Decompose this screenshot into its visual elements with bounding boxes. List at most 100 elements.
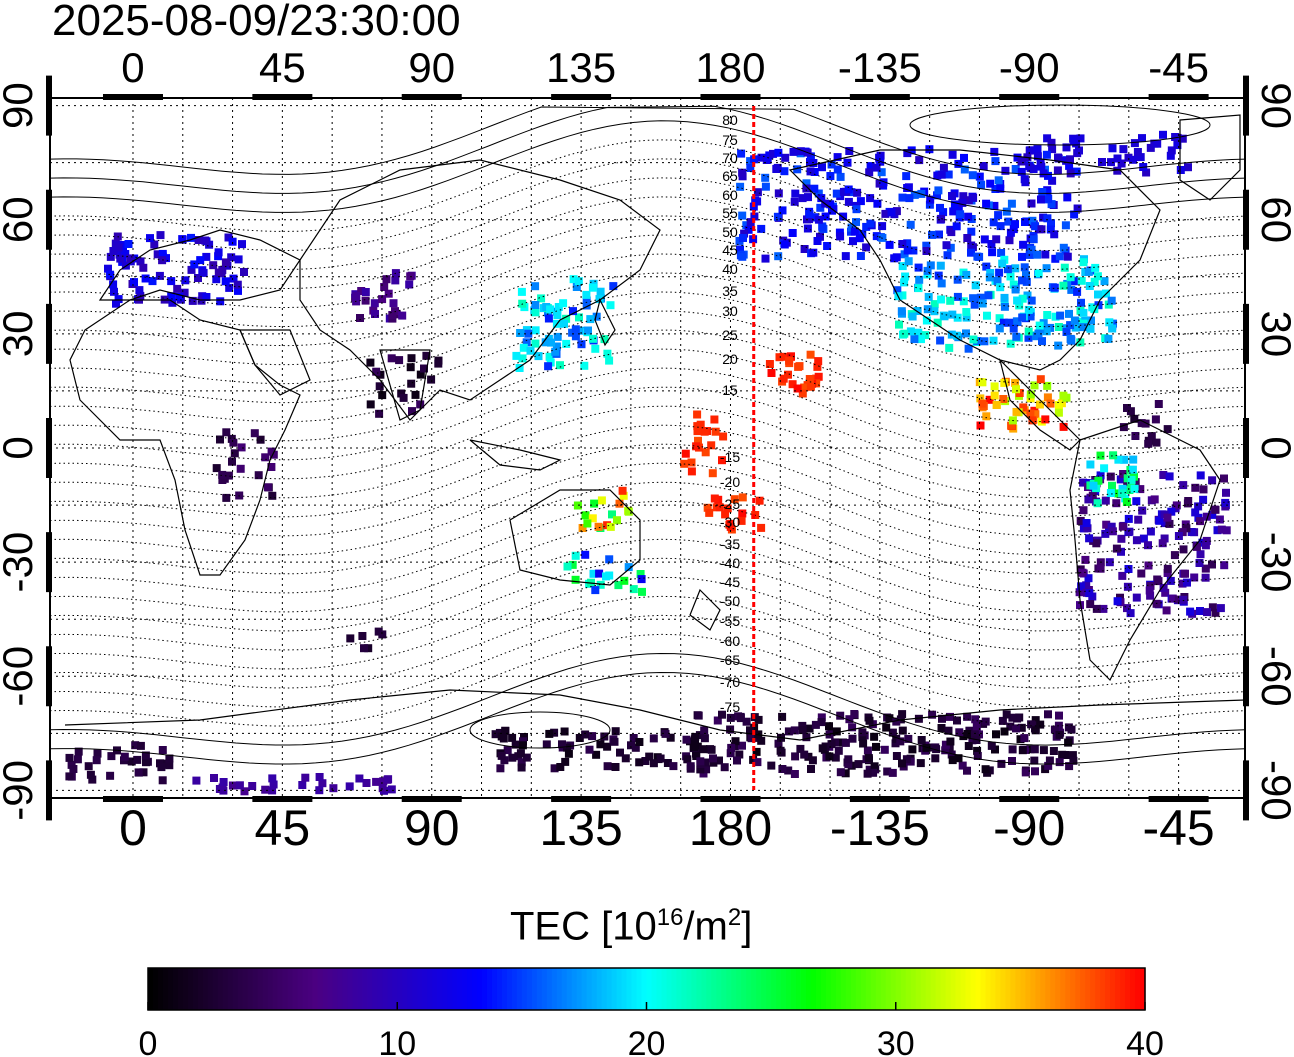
tec-cell	[827, 740, 836, 749]
tec-cell	[649, 759, 658, 768]
tec-cell	[958, 198, 967, 207]
tec-cell	[564, 749, 573, 758]
tec-cell	[613, 516, 621, 525]
colorbar-swatch	[671, 968, 677, 1010]
mlat-label: 50	[722, 224, 738, 240]
tec-cell	[763, 155, 772, 164]
tec-cell	[1125, 486, 1134, 494]
tec-cell	[898, 262, 907, 271]
tec-cell	[796, 147, 805, 156]
tec-cell	[750, 212, 759, 221]
tec-cell	[719, 432, 728, 441]
colorbar-swatch	[526, 968, 533, 1010]
tec-cell	[1146, 591, 1155, 600]
colorbar-swatch	[1130, 968, 1136, 1010]
tec-cell	[407, 354, 416, 363]
tec-cell	[165, 754, 174, 763]
tec-cell	[416, 370, 425, 379]
tec-cell	[700, 726, 709, 735]
tec-cell	[360, 644, 368, 653]
colorbar-swatch	[1050, 968, 1056, 1010]
tec-cell	[212, 464, 221, 473]
tec-cell	[594, 522, 603, 531]
tec-cell	[519, 343, 528, 352]
tec-cell	[814, 372, 823, 381]
tec-cell	[915, 275, 924, 284]
tec-cell	[810, 184, 819, 193]
tec-cell	[496, 764, 505, 773]
tec-cell	[1005, 236, 1014, 245]
tec-cell	[937, 279, 946, 288]
tec-cell	[855, 234, 864, 243]
tec-cell	[1136, 153, 1145, 162]
tec-cell	[976, 421, 985, 430]
tec-cell	[196, 256, 205, 265]
tec-cell	[993, 277, 1002, 285]
tec-cell	[1171, 133, 1180, 141]
colorbar-swatch	[845, 968, 852, 1010]
tec-cell	[1050, 283, 1059, 292]
tec-cell	[1002, 710, 1011, 719]
tec-cell	[387, 785, 396, 794]
tec-cell	[1124, 153, 1133, 162]
colorbar: 0 10 20 30 40	[139, 967, 1164, 1057]
tec-cell	[1046, 399, 1055, 408]
tec-cell	[1029, 235, 1038, 244]
tec-cell	[1216, 604, 1225, 613]
tec-cell	[1108, 527, 1117, 536]
tec-cell	[984, 291, 993, 300]
axis-labels: 0045459090135135180180-135-135-90-90-45-…	[0, 44, 1294, 856]
mlat-contour	[49, 519, 1246, 613]
tec-cell	[903, 184, 912, 192]
tec-cell	[581, 730, 590, 739]
tec-cell	[1107, 296, 1116, 305]
tec-cell	[1066, 334, 1075, 343]
tec-cell	[968, 736, 977, 745]
colorbar-swatch	[995, 968, 1002, 1010]
tec-cell	[858, 728, 867, 737]
tec-cell	[553, 332, 562, 341]
axis-tick-bar	[1243, 646, 1249, 707]
tec-cell	[1096, 564, 1105, 573]
tec-cell	[995, 314, 1004, 323]
tec-cell	[120, 752, 129, 761]
mlat-label: 75	[722, 132, 738, 148]
tec-cell	[406, 363, 415, 372]
tec-cell	[817, 718, 826, 727]
lon-label-top: 135	[546, 44, 616, 91]
tec-cell	[1067, 285, 1076, 294]
mlat-label: -60	[720, 633, 740, 649]
axis-tick-bar	[1243, 189, 1249, 250]
tec-cell	[1130, 484, 1139, 493]
colorbar-swatch	[521, 968, 528, 1010]
tec-cell	[92, 756, 101, 765]
tec-cell	[999, 318, 1008, 327]
tec-cell	[954, 159, 963, 168]
colorbar-swatch	[148, 968, 154, 1010]
tec-cell	[641, 757, 650, 765]
colorbar-swatch	[417, 968, 423, 1010]
tec-cell	[1031, 716, 1040, 725]
tec-cell	[1005, 318, 1014, 327]
tec-cell	[864, 754, 873, 763]
tec-cell	[141, 274, 150, 283]
tec-cell	[1168, 594, 1177, 603]
tec-cell	[976, 293, 985, 302]
tec-cell	[1201, 541, 1210, 550]
tec-cell	[406, 272, 415, 281]
tec-cell	[531, 339, 540, 348]
tec-cell	[994, 176, 1003, 185]
tec-cell	[1159, 130, 1167, 139]
colorbar-swatch	[222, 968, 229, 1010]
colorbar-swatch	[412, 968, 418, 1010]
tec-cell	[1048, 145, 1057, 154]
tec-cell	[627, 741, 635, 750]
tec-cell	[779, 374, 788, 383]
tec-cell	[1007, 421, 1016, 430]
mlat-contour	[49, 329, 1246, 423]
colorbar-swatch	[686, 968, 692, 1010]
tec-cell	[721, 510, 730, 519]
tec-cell	[998, 259, 1007, 268]
tec-cell	[499, 734, 508, 743]
tec-cell	[1086, 600, 1095, 609]
